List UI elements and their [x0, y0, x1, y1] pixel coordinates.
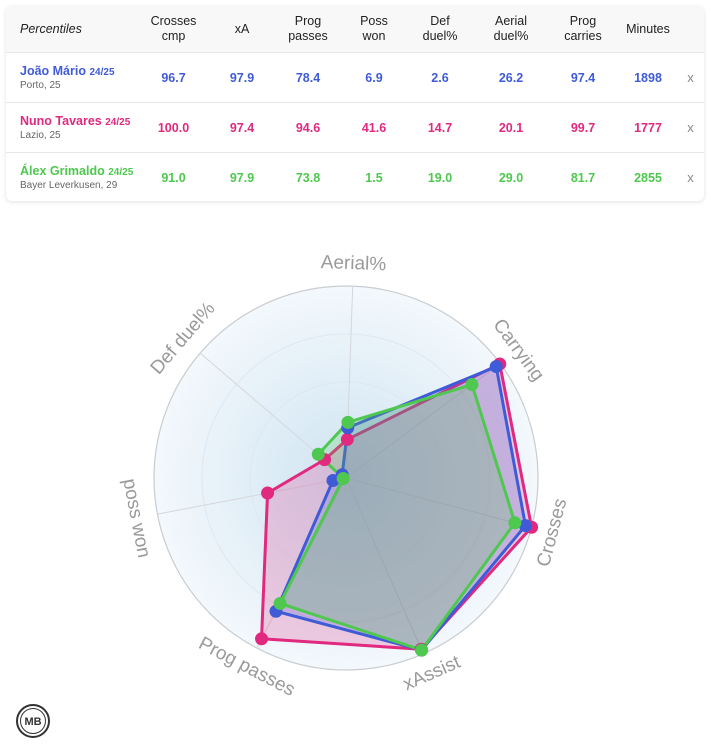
column-header-text: passes: [288, 29, 328, 43]
table-row: Nuno Tavares 24/25 Lazio, 25 100.0 97.4 94.6…: [6, 102, 704, 153]
table-cell: 6.9: [343, 52, 405, 103]
column-header-text: Prog: [294, 14, 322, 28]
table-cell: 14.7: [405, 102, 475, 153]
column-header: Minutes: [619, 6, 677, 53]
table-cell: 1777: [619, 102, 677, 153]
column-header: Prog carries: [547, 6, 619, 53]
player-cell[interactable]: João Mário 24/25 Porto, 25: [6, 52, 136, 103]
player-season: 24/25: [108, 167, 134, 178]
remove-player-button[interactable]: x: [677, 52, 704, 103]
comparison-table-card: Percentiles Crosses cmp xA Prog passes Poss won…: [6, 6, 704, 201]
player-club: Bayer Leverkusen, 29: [20, 180, 118, 191]
column-header-text: Prog: [569, 14, 597, 28]
column-header-text: Minutes: [626, 21, 670, 36]
radar-point[interactable]: [261, 486, 275, 500]
column-header-text: won: [362, 29, 386, 43]
radar-point[interactable]: [518, 519, 532, 533]
table-cell: 99.7: [547, 102, 619, 153]
radar-spoke: [345, 477, 424, 654]
table-cell: 20.1: [475, 102, 547, 153]
column-header: Crosses cmp: [136, 6, 211, 53]
radar-point[interactable]: [341, 415, 355, 429]
table-cell: 41.6: [343, 102, 405, 153]
radar-spoke: [157, 477, 347, 515]
table-row: João Mário 24/25 Porto, 25 96.7 97.9 78.4 6.9…: [6, 52, 704, 103]
radar-point[interactable]: [255, 632, 269, 646]
column-header-text: duel%: [493, 29, 529, 43]
remove-column-header: [677, 6, 704, 53]
mb-logo: MB: [16, 704, 50, 738]
column-header: Aerial duel%: [475, 6, 547, 53]
radar-point[interactable]: [415, 643, 429, 657]
table-cell: 100.0: [136, 102, 211, 153]
player-cell[interactable]: Nuno Tavares 24/25 Lazio, 25: [6, 102, 136, 153]
radar-spoke: [345, 286, 354, 479]
column-header: xA: [211, 6, 273, 53]
player-name: João Mário: [20, 64, 86, 78]
column-header-text: Crosses: [150, 14, 197, 28]
table-cell: 97.9: [211, 152, 273, 201]
column-header-text: duel%: [422, 29, 458, 43]
column-header-text: Aerial: [495, 14, 527, 28]
player-cell[interactable]: Álex Grimaldo 24/25 Bayer Leverkusen, 29: [6, 152, 136, 201]
remove-player-button[interactable]: x: [677, 152, 704, 201]
table-cell: 19.0: [405, 152, 475, 201]
radar-grid-ring: [201, 333, 491, 623]
radar-point[interactable]: [273, 596, 287, 610]
table-cell: 1898: [619, 52, 677, 103]
radar-spoke: [345, 477, 532, 528]
column-header: Percentiles: [6, 6, 136, 53]
column-header-text: Percentiles: [20, 21, 82, 36]
column-header-text: Def: [430, 14, 450, 28]
table-cell: 91.0: [136, 152, 211, 201]
table-cell: 96.7: [136, 52, 211, 103]
radar-series-area: [260, 362, 534, 651]
player-season: 24/25: [105, 117, 131, 128]
table-cell: 1.5: [343, 152, 405, 201]
table-cell: 73.8: [273, 152, 343, 201]
column-header-text: cmp: [161, 29, 186, 43]
player-club: Lazio, 25: [20, 130, 61, 141]
radar-point[interactable]: [311, 447, 325, 461]
radar-point[interactable]: [465, 378, 479, 392]
table-cell: 81.7: [547, 152, 619, 201]
table-body: João Mário 24/25 Porto, 25 96.7 97.9 78.4 6.9…: [6, 52, 704, 201]
table-cell: 2.6: [405, 52, 475, 103]
logo-text: MB: [24, 716, 41, 728]
column-header-text: xA: [234, 21, 250, 36]
radar-point[interactable]: [340, 432, 354, 446]
table-cell: 2855: [619, 152, 677, 201]
column-header-text: carries: [564, 29, 602, 43]
table-row: Álex Grimaldo 24/25 Bayer Leverkusen, 29 9…: [6, 152, 704, 201]
remove-player-button[interactable]: x: [677, 102, 704, 153]
player-name: Nuno Tavares: [20, 114, 102, 128]
player-club: Porto, 25: [20, 80, 61, 91]
table-cell: 97.9: [211, 52, 273, 103]
table-cell: 97.4: [547, 52, 619, 103]
table-cell: 78.4: [273, 52, 343, 103]
radar-axis-label: Aerial%: [320, 252, 386, 275]
table-cell: 97.4: [211, 102, 273, 153]
column-header: Poss won: [343, 6, 405, 53]
radar-point[interactable]: [489, 360, 503, 374]
column-header: Def duel%: [405, 6, 475, 53]
table-cell: 29.0: [475, 152, 547, 201]
column-header-text: Poss: [360, 14, 388, 28]
percentile-table: Percentiles Crosses cmp xA Prog passes Poss won…: [6, 6, 704, 201]
table-cell: 94.6: [273, 102, 343, 153]
player-name: Álex Grimaldo: [20, 164, 105, 178]
radar-axis-label: Crosses: [533, 496, 571, 569]
player-season: 24/25: [89, 67, 115, 78]
column-header: Prog passes: [273, 6, 343, 53]
radar-point[interactable]: [336, 472, 350, 486]
table-header-row: Percentiles Crosses cmp xA Prog passes Poss won…: [6, 6, 704, 53]
radar-axis-label: poss won: [118, 477, 154, 560]
radar-grid-ring: [249, 381, 443, 575]
table-cell: 26.2: [475, 52, 547, 103]
radar-point[interactable]: [508, 516, 522, 530]
